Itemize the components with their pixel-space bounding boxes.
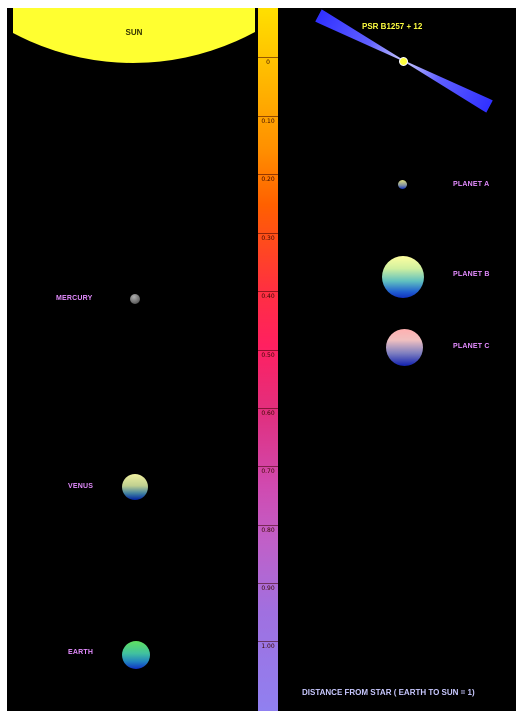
earth-planet (122, 641, 150, 669)
venus-label: VENUS (68, 483, 94, 490)
diagram-frame: SUN MERCURY VENUS EARTH 0 0.10 0.20 0.30… (7, 8, 516, 711)
earth-label: EARTH (68, 649, 94, 656)
sun (13, 8, 255, 64)
tick-label: 0 (266, 59, 270, 66)
tick-label: 0.40 (261, 293, 275, 300)
tick-label: 0.20 (261, 176, 275, 183)
tick-label: 0.50 (261, 352, 275, 359)
tick-label: 0.30 (261, 235, 275, 242)
mercury-planet (130, 294, 140, 304)
mercury-label: MERCURY (56, 295, 93, 302)
distance-scale-bar: 0 0.10 0.20 0.30 0.40 0.50 0.60 0.70 0.8… (258, 8, 278, 711)
tick-label: 0.90 (261, 585, 275, 592)
planet-a-label: PLANET A (453, 181, 490, 188)
planet-a (398, 180, 407, 189)
tick-label: 0.60 (261, 410, 275, 417)
sun-label: SUN (125, 28, 143, 37)
tick-label: 0.10 (261, 118, 275, 125)
planet-c-label: PLANET C (453, 343, 490, 350)
planet-b-label: PLANET B (453, 271, 490, 278)
tick-label: 0.70 (261, 468, 275, 475)
planet-c (386, 329, 423, 366)
pulsar-label: PSR B1257 + 12 (362, 22, 423, 31)
venus-planet (122, 474, 148, 500)
tick-label: 1.00 (261, 643, 275, 650)
axis-title: DISTANCE FROM STAR ( EARTH TO SUN = 1) (302, 688, 475, 697)
planet-b (382, 256, 424, 298)
pulsar-star (399, 57, 408, 66)
tick-label: 0.80 (261, 527, 275, 534)
